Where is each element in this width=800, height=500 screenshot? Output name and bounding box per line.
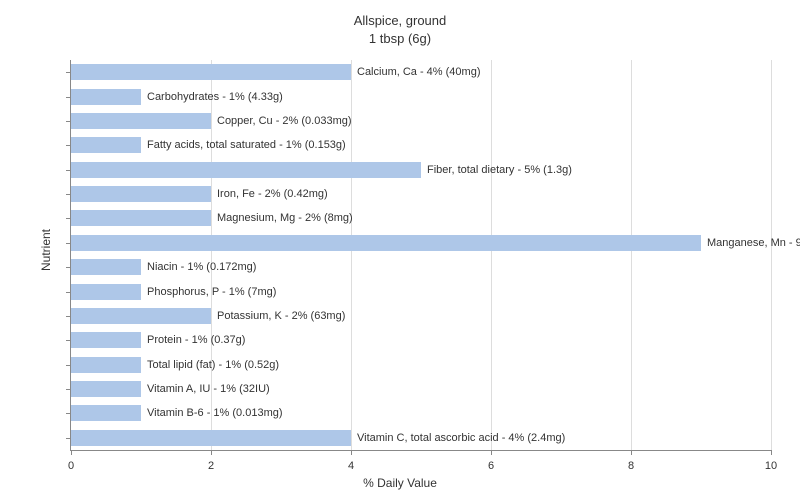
bar-label: Potassium, K - 2% (63mg) [217, 308, 345, 324]
bar [71, 162, 421, 178]
bar-label: Calcium, Ca - 4% (40mg) [357, 64, 480, 80]
x-tick-label: 8 [628, 460, 634, 472]
plot-area: 0246810Calcium, Ca - 4% (40mg)Carbohydra… [70, 60, 771, 451]
x-tick-label: 2 [208, 460, 214, 472]
x-tick [771, 450, 772, 455]
bar-label: Fiber, total dietary - 5% (1.3g) [427, 162, 572, 178]
y-tick [66, 218, 71, 219]
y-tick [66, 340, 71, 341]
x-tick-label: 4 [348, 460, 354, 472]
bar [71, 381, 141, 397]
x-tick [71, 450, 72, 455]
bar-label: Manganese, Mn - 9% (0.177mg) [707, 235, 800, 251]
x-tick [631, 450, 632, 455]
nutrient-chart: Allspice, ground 1 tbsp (6g) Nutrient 02… [0, 0, 800, 500]
bar [71, 64, 351, 80]
bar [71, 332, 141, 348]
bar-label: Vitamin A, IU - 1% (32IU) [147, 381, 270, 397]
bar [71, 405, 141, 421]
bar-label: Fatty acids, total saturated - 1% (0.153… [147, 137, 346, 153]
y-axis-label: Nutrient [39, 229, 53, 271]
gridline [631, 60, 632, 450]
bar-label: Copper, Cu - 2% (0.033mg) [217, 113, 352, 129]
y-tick [66, 438, 71, 439]
bar [71, 430, 351, 446]
y-tick [66, 413, 71, 414]
bar-label: Phosphorus, P - 1% (7mg) [147, 284, 276, 300]
y-tick [66, 170, 71, 171]
x-axis-label: % Daily Value [363, 476, 437, 490]
gridline [491, 60, 492, 450]
bar [71, 357, 141, 373]
y-tick [66, 121, 71, 122]
bar-label: Magnesium, Mg - 2% (8mg) [217, 210, 353, 226]
y-tick [66, 194, 71, 195]
bar [71, 284, 141, 300]
y-tick [66, 145, 71, 146]
bar-label: Vitamin C, total ascorbic acid - 4% (2.4… [357, 430, 565, 446]
y-tick [66, 365, 71, 366]
y-tick [66, 267, 71, 268]
y-tick [66, 243, 71, 244]
bar [71, 210, 211, 226]
bar [71, 89, 141, 105]
y-tick [66, 292, 71, 293]
bar-label: Total lipid (fat) - 1% (0.52g) [147, 357, 279, 373]
x-tick-label: 0 [68, 460, 74, 472]
y-tick [66, 97, 71, 98]
gridline [771, 60, 772, 450]
bar [71, 113, 211, 129]
bar-label: Vitamin B-6 - 1% (0.013mg) [147, 405, 283, 421]
y-tick [66, 316, 71, 317]
title-line2: 1 tbsp (6g) [369, 31, 431, 46]
y-tick [66, 72, 71, 73]
x-tick-label: 10 [765, 460, 777, 472]
y-tick [66, 389, 71, 390]
bar [71, 137, 141, 153]
title-line1: Allspice, ground [354, 13, 447, 28]
x-tick-label: 6 [488, 460, 494, 472]
x-tick [351, 450, 352, 455]
bar [71, 308, 211, 324]
bar [71, 186, 211, 202]
bar-label: Niacin - 1% (0.172mg) [147, 259, 256, 275]
bar-label: Carbohydrates - 1% (4.33g) [147, 89, 283, 105]
bar-label: Protein - 1% (0.37g) [147, 332, 245, 348]
x-tick [211, 450, 212, 455]
bar-label: Iron, Fe - 2% (0.42mg) [217, 186, 328, 202]
bar [71, 235, 701, 251]
bar [71, 259, 141, 275]
chart-title: Allspice, ground 1 tbsp (6g) [0, 0, 800, 48]
x-tick [491, 450, 492, 455]
